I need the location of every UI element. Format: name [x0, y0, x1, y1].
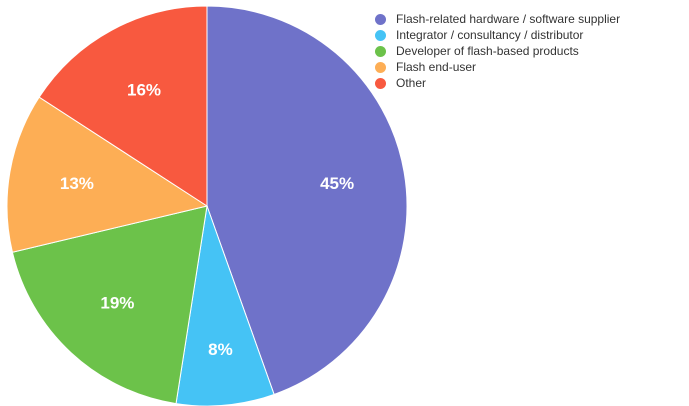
pie-slice	[175, 205, 275, 406]
legend-label: Developer of flash-based products	[396, 44, 579, 58]
legend-item: Flash-related hardware / software suppli…	[375, 11, 620, 27]
legend-swatch	[375, 77, 386, 89]
pie-slice-label: 8%	[208, 340, 233, 359]
pie-slice-label: 16%	[127, 81, 161, 100]
pie-slice-label: 13%	[60, 174, 94, 193]
pie-slice	[11, 205, 208, 405]
legend-label: Integrator / consultancy / distributor	[396, 28, 584, 42]
legend-label: Flash end-user	[396, 60, 477, 74]
pie-slice-label: 19%	[100, 293, 134, 312]
pie-slice	[6, 96, 209, 253]
pie-slice-labels: 45% 8% 19% 13% 16%	[60, 81, 354, 359]
legend-item: Developer of flash-based products	[375, 43, 620, 59]
legend-swatch	[375, 13, 386, 25]
chart-legend: Flash-related hardware / software suppli…	[375, 11, 620, 91]
pie-slices	[6, 5, 408, 406]
pie-slice	[38, 5, 208, 207]
legend-label: Other	[396, 76, 427, 90]
legend-swatch	[375, 61, 386, 73]
legend-item: Other	[375, 75, 620, 91]
legend-item: Flash end-user	[375, 59, 620, 75]
legend-item: Integrator / consultancy / distributor	[375, 27, 620, 43]
pie-slice-label: 45%	[320, 174, 354, 193]
legend-label: Flash-related hardware / software suppli…	[396, 12, 621, 26]
legend-swatch	[375, 29, 386, 41]
pie-slice	[206, 5, 408, 396]
legend-swatch	[375, 45, 386, 57]
